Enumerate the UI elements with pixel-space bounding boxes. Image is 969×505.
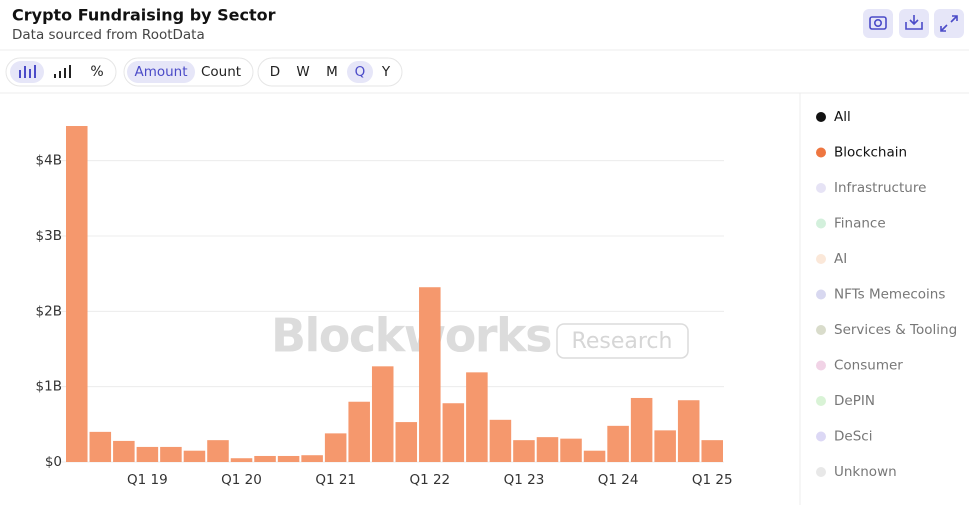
bar-type-button[interactable] bbox=[10, 61, 44, 83]
subtitle: Data sourced from RootData bbox=[12, 27, 205, 43]
legend-label: All bbox=[834, 109, 851, 125]
camera-button[interactable] bbox=[863, 9, 893, 38]
legend-item[interactable]: All bbox=[816, 109, 851, 125]
period-button[interactable]: M bbox=[326, 64, 338, 80]
legend-label: Blockchain bbox=[834, 145, 907, 161]
bar bbox=[254, 455, 276, 462]
bar bbox=[583, 450, 606, 462]
bar bbox=[230, 458, 253, 462]
header-buttons bbox=[863, 9, 964, 38]
legend-dot bbox=[816, 289, 826, 300]
legend-item[interactable]: Consumer bbox=[816, 358, 903, 374]
bar bbox=[560, 438, 582, 462]
legend-item[interactable]: Unknown bbox=[816, 464, 897, 480]
legend-dot bbox=[816, 112, 826, 122]
legend-label: AI bbox=[834, 251, 847, 267]
legend-item[interactable]: Infrastructure bbox=[816, 180, 926, 196]
period-button[interactable]: Q bbox=[355, 64, 366, 80]
bar bbox=[489, 419, 512, 462]
period-button[interactable]: W bbox=[296, 64, 309, 80]
bar bbox=[324, 433, 347, 462]
bar bbox=[701, 440, 723, 462]
legend-item[interactable]: Finance bbox=[816, 216, 886, 232]
period-button[interactable]: Y bbox=[381, 64, 391, 80]
legend-label: DePIN bbox=[834, 393, 875, 409]
expand-button[interactable] bbox=[934, 9, 964, 38]
bar bbox=[419, 287, 441, 462]
chart-type-group: % bbox=[5, 57, 117, 87]
bar bbox=[442, 403, 465, 462]
x-tick-label: Q1 24 bbox=[598, 472, 639, 488]
legend-dot bbox=[816, 218, 826, 229]
legend-label: Finance bbox=[834, 216, 886, 232]
legend-dot bbox=[816, 147, 826, 158]
bar bbox=[371, 366, 394, 462]
bar bbox=[160, 446, 182, 462]
watermark-tag: Research bbox=[572, 329, 673, 354]
bar bbox=[183, 450, 206, 462]
legend-label: Unknown bbox=[834, 464, 897, 480]
metric-button[interactable]: Count bbox=[201, 64, 241, 80]
legend-label: Services & Tooling bbox=[834, 322, 957, 338]
bar bbox=[277, 455, 300, 462]
metric-selected bbox=[127, 61, 195, 83]
watermark-brand: Blockworks bbox=[271, 309, 551, 363]
legend-dot bbox=[816, 254, 826, 264]
percent-type-button[interactable]: % bbox=[90, 64, 103, 80]
bar bbox=[89, 431, 112, 462]
legend-dot bbox=[816, 325, 826, 335]
legend-item[interactable]: Blockchain bbox=[816, 145, 907, 161]
legend-dot bbox=[816, 396, 826, 406]
bar bbox=[654, 430, 676, 462]
x-tick-label: Q1 22 bbox=[409, 472, 450, 488]
legend-item[interactable]: Services & Tooling bbox=[816, 322, 957, 338]
y-tick-label: $0 bbox=[45, 454, 62, 470]
y-tick-label: $2B bbox=[36, 303, 62, 319]
bar bbox=[301, 455, 323, 462]
bar bbox=[207, 440, 229, 462]
legend-label: Consumer bbox=[834, 358, 903, 374]
metric-button[interactable]: Amount bbox=[134, 64, 187, 80]
bar bbox=[536, 437, 559, 462]
legend-dot bbox=[816, 431, 826, 442]
bar bbox=[348, 401, 370, 462]
bar bbox=[607, 425, 629, 462]
x-tick-label: Q1 19 bbox=[127, 472, 168, 488]
legend-dot bbox=[816, 183, 826, 193]
y-tick-label: $3B bbox=[36, 228, 62, 244]
y-tick-label: $4B bbox=[36, 153, 62, 169]
legend-item[interactable]: DePIN bbox=[816, 393, 875, 409]
watermark: Blockworks Research bbox=[271, 309, 689, 363]
x-tick-label: Q1 20 bbox=[221, 472, 262, 488]
stacked-type-button[interactable] bbox=[54, 65, 71, 78]
legend-item[interactable]: AI bbox=[816, 251, 847, 267]
metric-group: Amount Count bbox=[123, 57, 254, 87]
legend-item[interactable]: DeSci bbox=[816, 429, 872, 445]
legend-dot bbox=[816, 360, 826, 371]
period-selected bbox=[347, 61, 373, 83]
legend-dot bbox=[816, 467, 826, 477]
legend-label: DeSci bbox=[834, 429, 872, 445]
bar bbox=[630, 397, 653, 462]
bar bbox=[677, 400, 700, 462]
legend-label: NFTs Memecoins bbox=[834, 287, 945, 303]
bar bbox=[66, 126, 88, 462]
bar bbox=[395, 422, 418, 462]
x-tick-label: Q1 25 bbox=[692, 472, 733, 488]
legend-item[interactable]: NFTs Memecoins bbox=[816, 287, 945, 303]
title: Crypto Fundraising by Sector bbox=[12, 6, 276, 25]
bar bbox=[513, 440, 535, 462]
bar bbox=[466, 372, 488, 462]
legend-label: Infrastructure bbox=[834, 180, 926, 196]
period-button[interactable]: D bbox=[270, 64, 280, 80]
y-tick-label: $1B bbox=[36, 379, 62, 395]
x-tick-label: Q1 21 bbox=[315, 472, 356, 488]
bar bbox=[113, 440, 135, 462]
x-tick-label: Q1 23 bbox=[504, 472, 545, 488]
bar bbox=[136, 446, 159, 462]
download-button[interactable] bbox=[899, 9, 929, 38]
